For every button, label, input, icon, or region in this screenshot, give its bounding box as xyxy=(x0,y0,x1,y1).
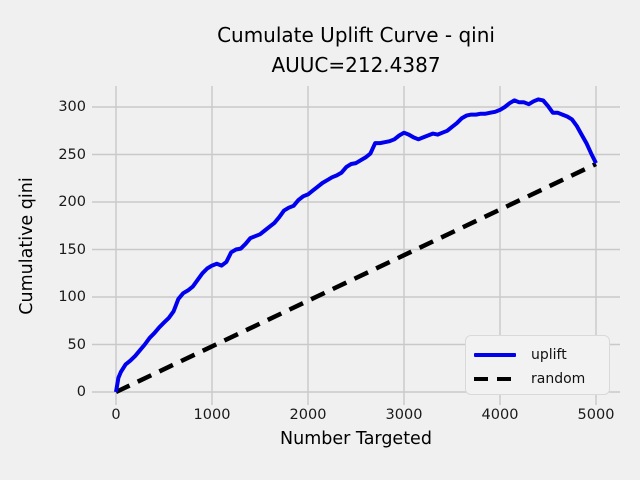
chart-title-line1: Cumulate Uplift Curve - qini xyxy=(217,23,495,47)
chart-title-line2: AUUC=212.4387 xyxy=(271,53,441,77)
x-tick-label: 2000 xyxy=(289,407,327,423)
y-tick-label: 0 xyxy=(76,384,86,400)
legend-item-random: random xyxy=(474,367,599,391)
legend-item-uplift: uplift xyxy=(474,343,599,367)
random-line-swatch xyxy=(474,377,516,381)
y-tick-label: 50 xyxy=(67,336,86,353)
random-line xyxy=(115,161,597,395)
x-tick-label: 0 xyxy=(111,407,121,423)
y-tick-label: 150 xyxy=(58,241,86,258)
chart-title: Cumulate Uplift Curve - qini AUUC=212.43… xyxy=(92,20,620,80)
legend-label-random: random xyxy=(531,371,586,387)
uplift-line-swatch xyxy=(474,353,516,357)
x-axis-label: Number Targeted xyxy=(280,429,432,449)
y-tick-label: 300 xyxy=(58,99,86,115)
uplift-line xyxy=(114,97,598,393)
y-tick-label: 200 xyxy=(58,194,86,210)
x-tick-label: 1000 xyxy=(193,407,231,423)
x-tick-label: 3000 xyxy=(385,407,423,423)
y-tick-label: 100 xyxy=(58,289,86,305)
legend-label-uplift: uplift xyxy=(531,347,567,363)
y-tick-label: 250 xyxy=(58,146,86,163)
x-tick-label: 5000 xyxy=(577,407,615,423)
x-tick-label: 4000 xyxy=(481,407,519,423)
y-axis-label: Cumulative qini xyxy=(17,177,37,315)
legend-box: uplift random xyxy=(465,335,610,395)
